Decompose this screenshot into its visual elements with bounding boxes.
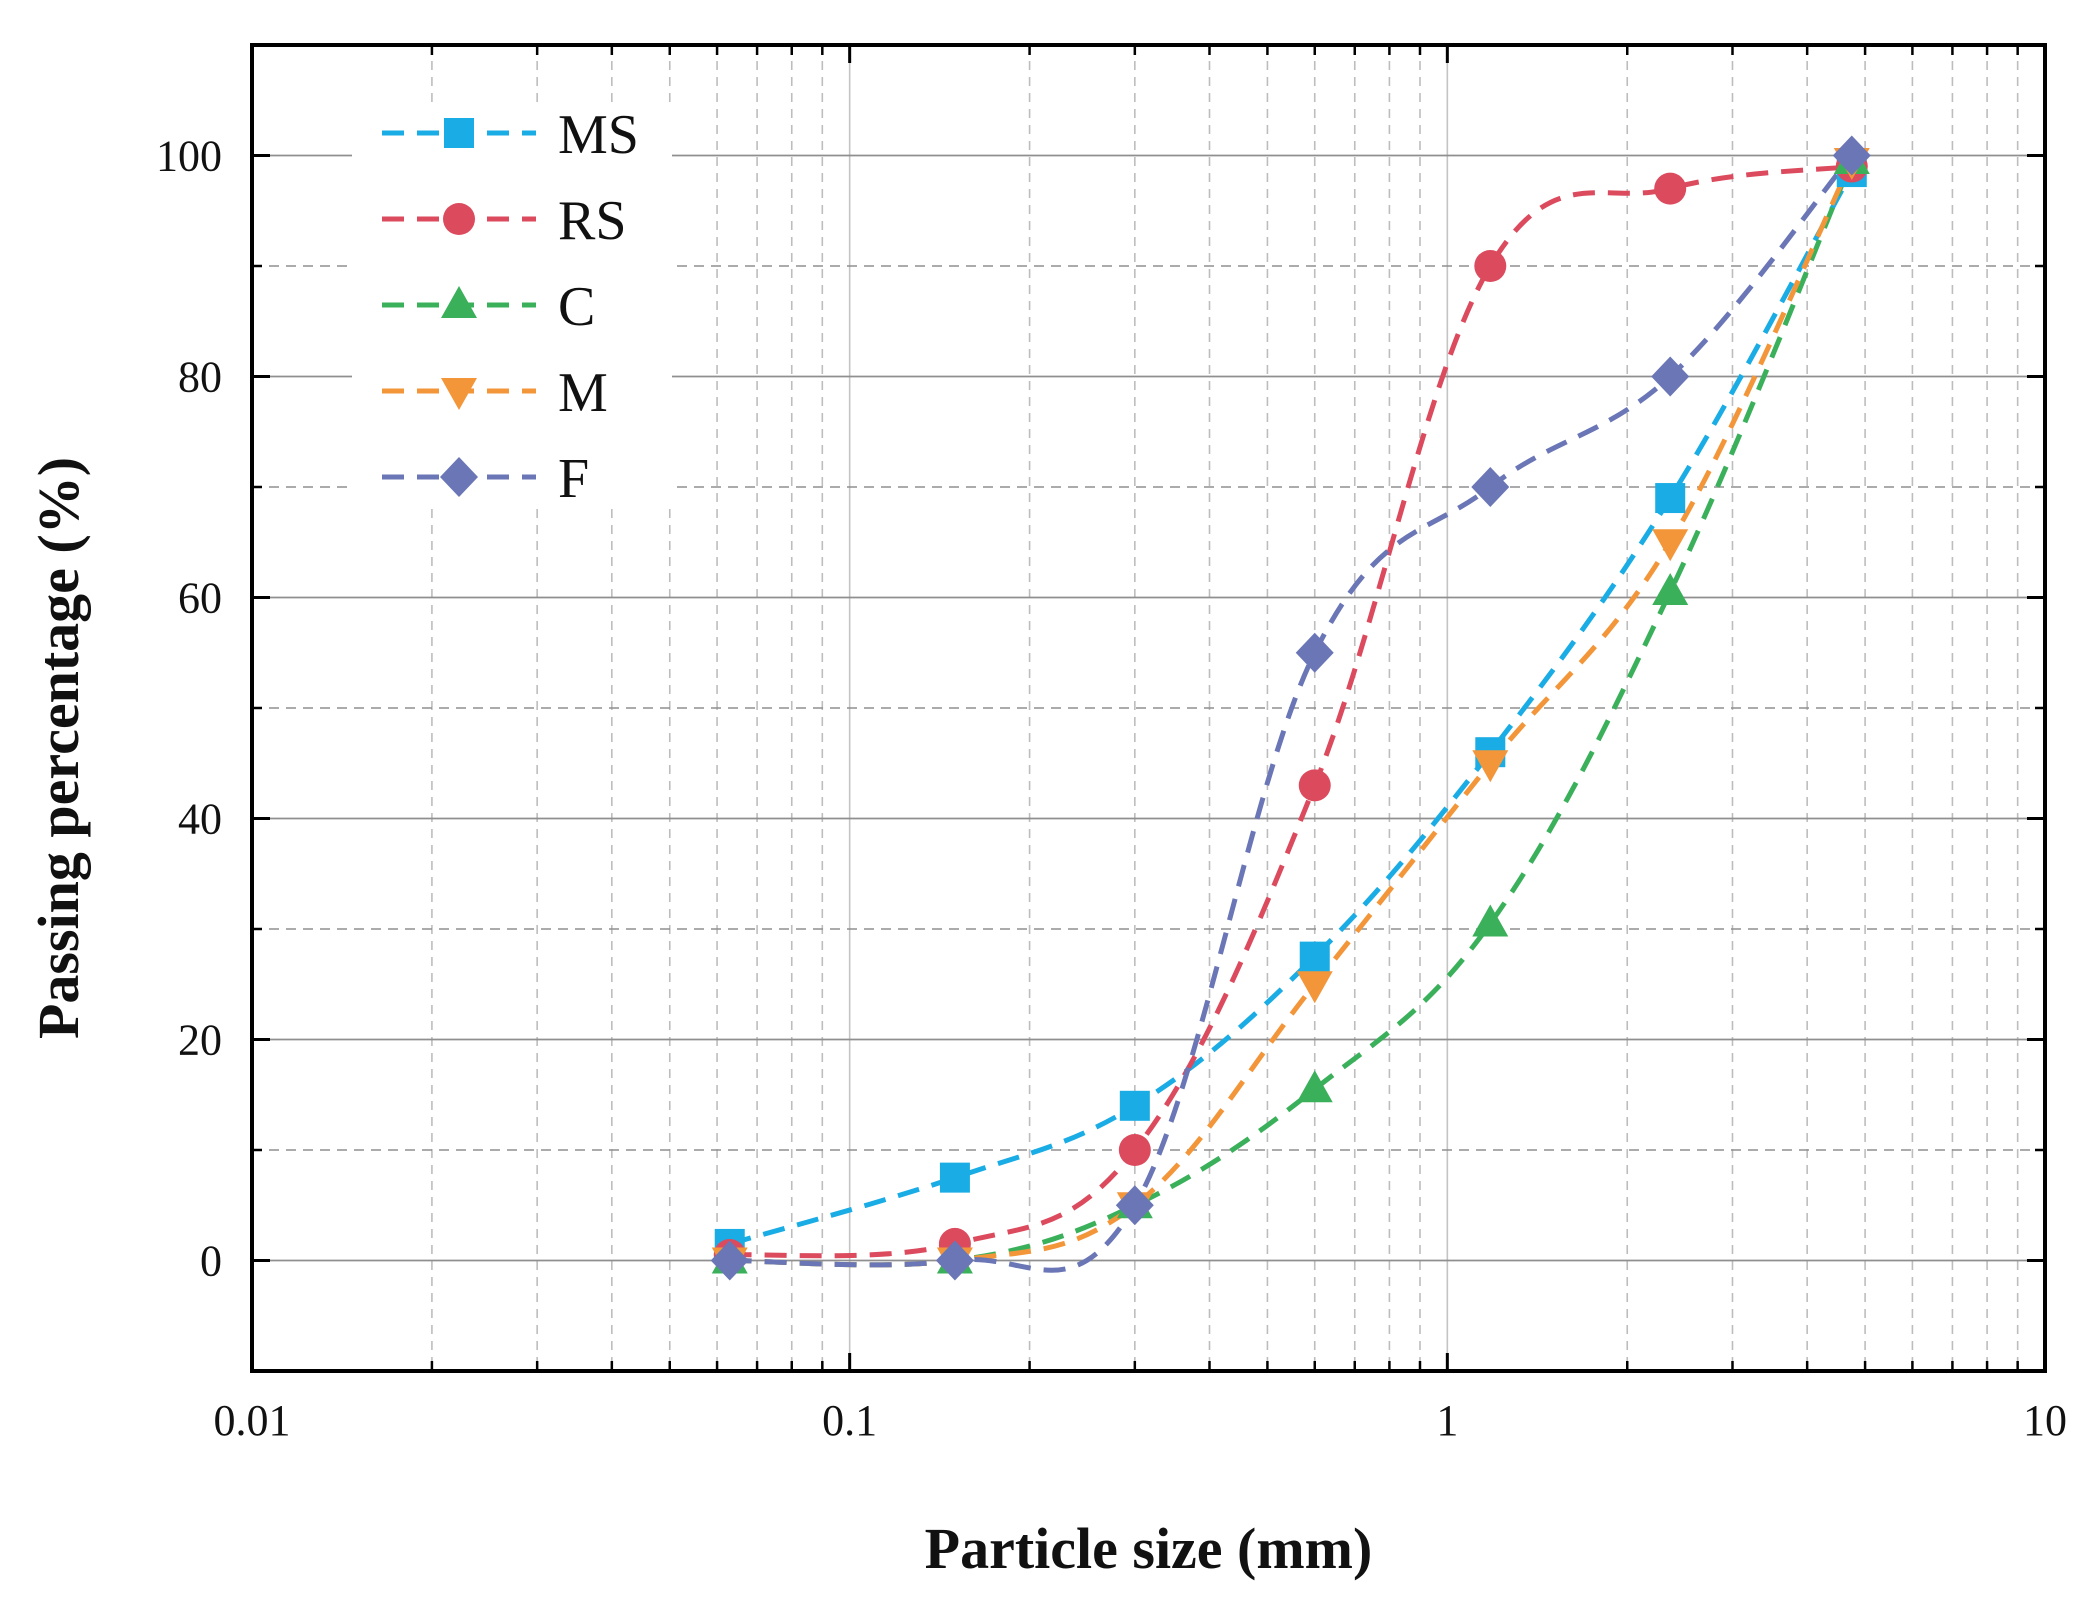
series-line-f xyxy=(729,153,1854,1273)
data-point-f xyxy=(710,1240,749,1281)
data-point-c xyxy=(1296,1070,1333,1103)
data-point-m xyxy=(1296,971,1333,1004)
data-point-c xyxy=(1472,904,1509,937)
data-point-ms xyxy=(939,1162,970,1193)
legend-label-c: C xyxy=(558,276,595,338)
legend: MS RS CMF xyxy=(352,102,672,510)
y-axis-title: Passing percentage (%) xyxy=(26,457,91,1039)
data-point-ms xyxy=(1655,483,1686,514)
series-line-ms xyxy=(728,170,1854,1247)
x-tick-label: 1 xyxy=(1436,1396,1458,1445)
legend-marker-ms xyxy=(444,118,474,148)
data-point-ms xyxy=(1119,1090,1150,1121)
y-tick-label: 0 xyxy=(200,1237,222,1286)
data-point-rs xyxy=(1654,172,1687,205)
data-point-rs xyxy=(1298,769,1331,802)
y-tick-label: 100 xyxy=(156,132,222,181)
data-point-c xyxy=(1652,572,1689,605)
data-point-f xyxy=(1115,1185,1154,1226)
data-point-rs xyxy=(1118,1134,1151,1166)
data-point-rs xyxy=(1474,250,1507,282)
y-tick-label: 60 xyxy=(178,574,222,623)
y-tick-label: 40 xyxy=(178,795,222,844)
data-point-f xyxy=(1295,632,1334,673)
data-point-f xyxy=(1471,467,1510,507)
legend-background xyxy=(352,102,672,502)
legend-marker-rs xyxy=(443,203,475,235)
legend-marker-m xyxy=(441,378,477,410)
legend-label-rs: RS xyxy=(558,190,627,252)
x-axis-title: Particle size (mm) xyxy=(925,1516,1373,1581)
legend-label-ms: MS xyxy=(558,104,639,166)
data-series xyxy=(710,135,1871,1281)
data-point-f xyxy=(935,1240,974,1281)
data-point-f xyxy=(1832,135,1871,176)
legend-label-m: M xyxy=(558,362,608,424)
y-tick-label: 80 xyxy=(178,353,222,402)
data-point-m xyxy=(1472,750,1509,783)
grid xyxy=(251,45,2046,1371)
legend-marker-c xyxy=(441,286,477,318)
x-tick-label: 0.01 xyxy=(214,1396,291,1445)
legend-label-f: F xyxy=(558,448,589,510)
legend-marker-f xyxy=(440,457,478,497)
data-point-m xyxy=(1652,529,1689,562)
x-tick-label: 10 xyxy=(2023,1396,2067,1445)
data-point-ms xyxy=(1299,941,1330,972)
y-tick-label: 20 xyxy=(178,1016,222,1065)
data-point-f xyxy=(1651,356,1690,397)
x-tick-label: 0.1 xyxy=(822,1396,877,1445)
